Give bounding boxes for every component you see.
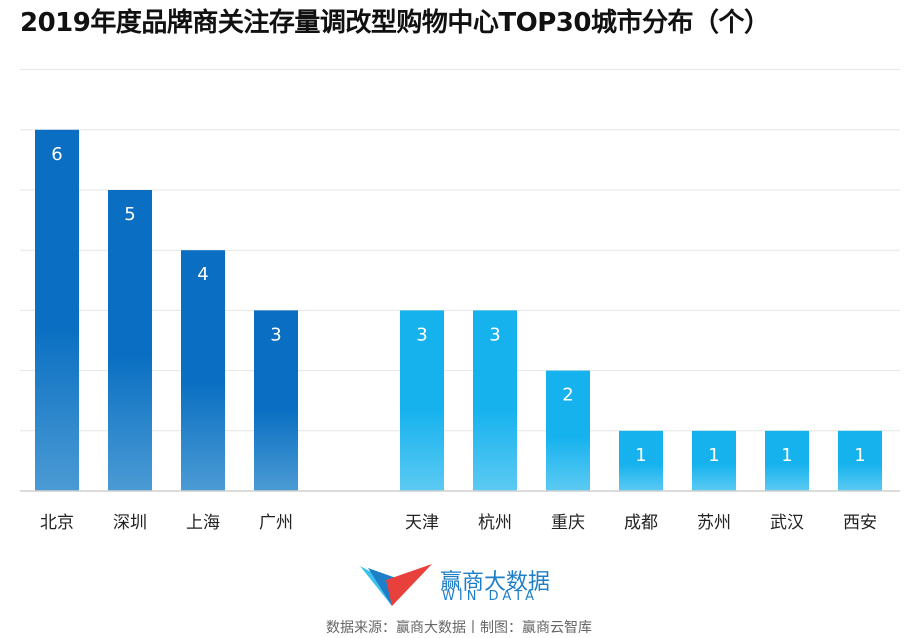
value-label-0: 6: [51, 144, 62, 165]
category-label-6: 重庆: [551, 513, 585, 533]
value-label-3: 3: [270, 324, 281, 345]
bar-3: [254, 310, 298, 491]
value-label-10: 1: [854, 445, 865, 466]
bar-10: [838, 430, 882, 491]
value-label-6: 2: [562, 385, 573, 406]
bar-chart: 6 5 4 3 3 3 2 1 1 1 1 北京 深圳 上海 广州 天津 杭州 重庆 成都 苏州 武汉 西安: [20, 69, 900, 533]
category-label-0: 北京: [40, 513, 74, 533]
value-labels: 6 5 4 3 3 3 2 1 1 1 1: [51, 144, 865, 466]
source-note: 数据来源：赢商大数据丨制图：赢商云智库: [326, 620, 592, 636]
win-data-logo-icon: [360, 564, 432, 606]
grid-lines: [20, 69, 900, 432]
category-label-1: 深圳: [113, 513, 147, 533]
bar-2: [181, 250, 225, 491]
category-labels: 北京 深圳 上海 广州 天津 杭州 重庆 成都 苏州 武汉 西安: [40, 513, 877, 533]
value-label-9: 1: [781, 445, 792, 466]
value-label-2: 4: [197, 264, 208, 285]
category-label-8: 苏州: [697, 513, 731, 533]
bar-9: [765, 430, 809, 491]
value-label-4: 3: [416, 324, 427, 345]
value-label-5: 3: [489, 324, 500, 345]
bar-1: [108, 190, 152, 491]
bar-7: [619, 430, 663, 491]
value-label-7: 1: [635, 445, 646, 466]
value-label-8: 1: [708, 445, 719, 466]
logo-name-cn: 赢商大数据: [440, 570, 551, 595]
chart-title: 2019年度品牌商关注存量调改型购物中心TOP30城市分布（个）: [20, 8, 770, 38]
bar-8: [692, 430, 736, 491]
bars: [35, 129, 882, 492]
win-data-logo: 赢商大数据 WIN DATA: [356, 560, 576, 608]
category-label-2: 上海: [186, 513, 220, 533]
logo-name-en: WIN DATA: [442, 589, 539, 604]
bar-6: [546, 370, 590, 491]
category-label-10: 西安: [843, 513, 877, 533]
category-label-3: 广州: [259, 513, 293, 533]
value-label-1: 5: [124, 204, 135, 225]
bar-5: [473, 310, 517, 491]
category-label-9: 武汉: [770, 513, 804, 533]
category-label-7: 成都: [624, 513, 658, 533]
category-label-5: 杭州: [478, 513, 512, 533]
bar-0: [35, 129, 79, 492]
category-label-4: 天津: [405, 513, 439, 533]
bar-4: [400, 310, 444, 491]
